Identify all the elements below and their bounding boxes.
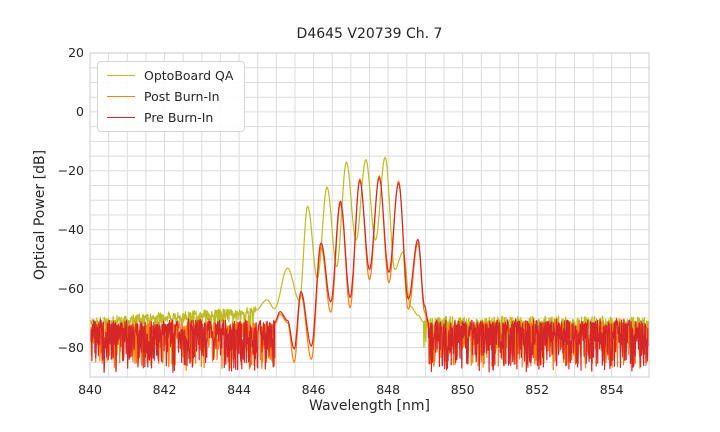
legend: OptoBoard QA Post Burn-In Pre Burn-In (97, 61, 246, 132)
legend-line-post-burn-in (107, 96, 135, 97)
x-tick-850: 850 (450, 382, 475, 397)
y-tick--20: −20 (57, 162, 84, 178)
x-tick-846: 846 (301, 382, 326, 397)
legend-entry-optoboard-qa: OptoBoard QA (107, 67, 233, 84)
legend-entry-post-burn-in: Post Burn-In (107, 88, 233, 105)
legend-label-pre-burn-in: Pre Burn-In (144, 110, 214, 125)
y-tick--60: −60 (57, 280, 84, 296)
series-pre-burn-in (90, 177, 649, 373)
legend-line-optoboard-qa (107, 75, 135, 76)
legend-label-optoboard-qa: OptoBoard QA (144, 68, 234, 83)
x-tick-840: 840 (78, 382, 102, 397)
x-tick-848: 848 (376, 382, 401, 397)
legend-entry-pre-burn-in: Pre Burn-In (107, 109, 233, 126)
chart-title: D4645 V20739 Ch. 7 (296, 26, 443, 42)
y-tick--80: −80 (57, 339, 84, 355)
x-tick-842: 842 (152, 382, 177, 397)
y-tick-0: 0 (76, 103, 84, 119)
series-optoboard-qa (90, 156, 649, 355)
x-tick-844: 844 (227, 382, 251, 397)
legend-line-pre-burn-in (107, 117, 135, 118)
x-axis-label: Wavelength [nm] (309, 398, 430, 414)
y-tick--40: −40 (57, 221, 84, 237)
x-tick-854: 854 (599, 382, 624, 397)
legend-label-post-burn-in: Post Burn-In (144, 89, 220, 104)
y-tick-20: 20 (68, 45, 84, 60)
plot-border (89, 52, 650, 378)
x-tick-852: 852 (525, 382, 550, 397)
